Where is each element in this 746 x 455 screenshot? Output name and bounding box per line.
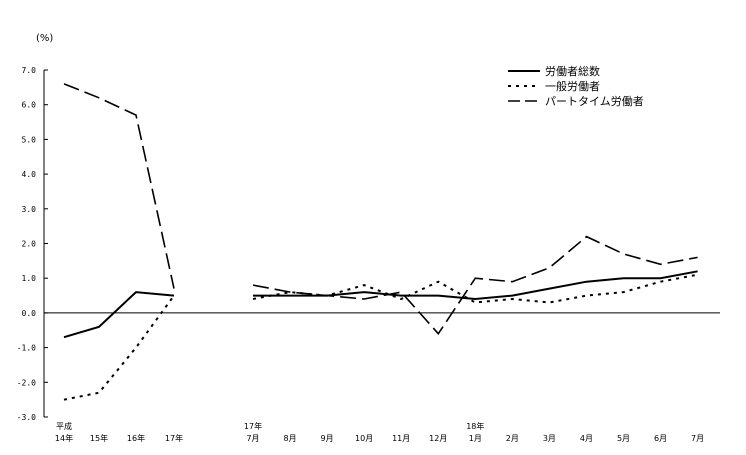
x-tick-label: 5月 (617, 434, 630, 443)
x-tick-label-top: 平成 (56, 421, 72, 431)
x-tick-label: 6月 (654, 434, 667, 443)
legend-label-2: 一般労働者 (545, 79, 600, 93)
x-tick-label: 11月 (392, 434, 410, 443)
series-lines (63, 83, 698, 401)
x-tick-label: 1月 (469, 434, 482, 443)
x-tick-label: 7月 (246, 434, 259, 443)
x-tick-label: 9月 (321, 434, 334, 443)
y-unit-label: (%) (36, 33, 53, 44)
x-axis: 平成 14年 15年 16年 17年 17年 7月 8月 9月 10月 11月 12月 18年 1月 2月 3… (44, 312, 720, 443)
series-line-3-annual (63, 83, 175, 289)
x-tick-label-top: 18年 (466, 421, 484, 431)
x-tick-label: 14年 (55, 433, 73, 443)
y-tick-label: 0.0 (22, 309, 37, 318)
y-tick-label: -2.0 (17, 378, 36, 387)
x-tick-label-top: 17年 (244, 421, 262, 431)
legend-label-1: 労働者総数 (545, 64, 600, 78)
x-tick-label: 15年 (90, 433, 108, 443)
legend-label-3: パートタイム労働者 (545, 94, 644, 108)
series-line-3-monthly (252, 235, 698, 336)
x-tick-label: 3月 (543, 434, 556, 443)
x-tick-label: 12月 (429, 434, 447, 443)
x-tick-label: 7月 (691, 434, 704, 443)
x-tick-label: 4月 (580, 434, 593, 443)
y-tick-label: 3.0 (22, 205, 37, 214)
x-tick-label: 17年 (165, 433, 183, 443)
y-tick-label: 1.0 (22, 274, 37, 283)
y-tick-label: 5.0 (22, 135, 37, 144)
x-tick-label: 8月 (284, 434, 297, 443)
y-tick-label: 6.0 (22, 101, 37, 110)
y-tick-label: -3.0 (17, 413, 36, 422)
y-tick-label: 4.0 (22, 170, 37, 179)
x-tick-label: 16年 (127, 433, 145, 443)
x-tick-label: 10月 (355, 434, 373, 443)
y-axis: 7.0 6.0 5.0 4.0 3.0 2.0 1.0 0.0 -1.0 -2.0 -3.0 (17, 66, 48, 422)
series-line-2-annual (63, 295, 175, 401)
series-line-1-annual (63, 291, 175, 339)
x-tick-label: 2月 (506, 434, 519, 443)
y-tick-label: -1.0 (17, 344, 36, 353)
y-tick-label: 2.0 (22, 240, 37, 249)
y-tick-label: 7.0 (22, 66, 37, 75)
